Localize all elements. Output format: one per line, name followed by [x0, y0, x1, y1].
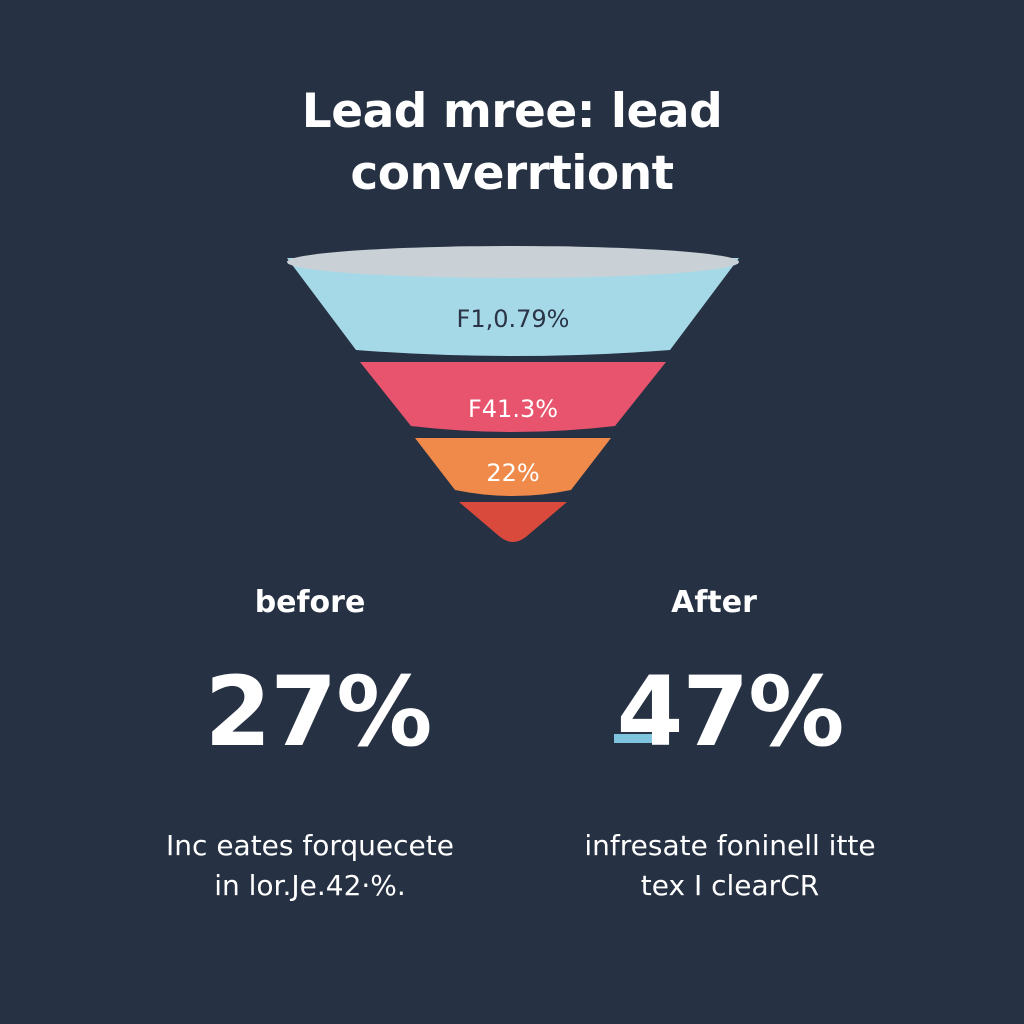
funnel-stage-4: [459, 502, 567, 542]
after-caption: infresate foninell itte tex I clearCR: [510, 826, 950, 906]
funnel-stage-2: [360, 362, 666, 432]
before-value: 27%: [204, 656, 433, 768]
funnel-rim: [287, 246, 739, 278]
after-label: After: [671, 585, 757, 620]
chart-title-line-1: Lead mree: lead: [301, 84, 723, 139]
after-caption-line-1: infresate foninell itte: [584, 829, 876, 862]
funnel-stage-1: [287, 258, 739, 356]
after-accent-underline: [614, 734, 652, 743]
before-caption-line-1: Inc eates forquecete: [166, 829, 454, 862]
after-value: 47%: [616, 656, 845, 768]
funnel-stage-2-label: F41.3%: [468, 395, 558, 423]
funnel-stage-1-label: F1,0.79%: [457, 305, 570, 333]
before-label: before: [254, 585, 366, 620]
funnel-stage-3: [415, 438, 611, 496]
funnel-stage-3-label: 22%: [486, 459, 539, 487]
after-caption-line-2: tex I clearCR: [640, 869, 820, 902]
chart-title-line-2: converrtiont: [350, 146, 674, 201]
before-caption-line-2: in lor.Je.42·%.: [214, 869, 406, 902]
before-caption: Inc eates forquecete in lor.Je.42·%.: [90, 826, 530, 906]
